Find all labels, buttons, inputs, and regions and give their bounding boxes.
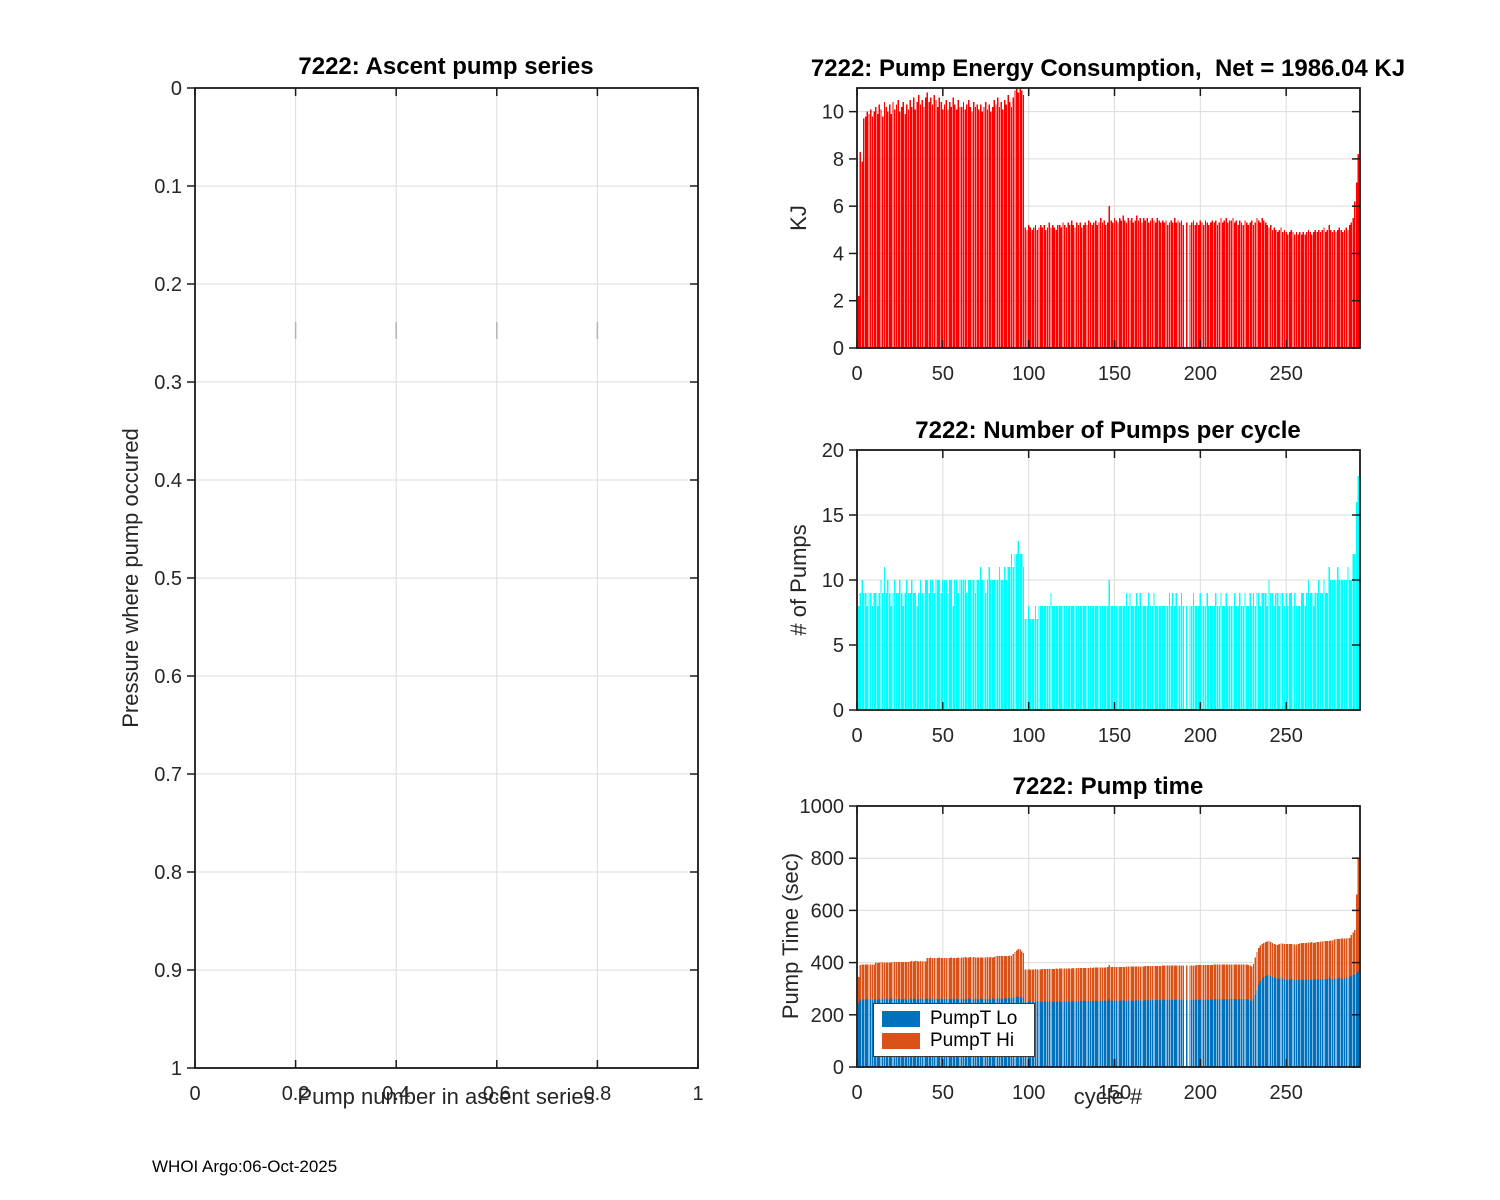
ascent-x-tick-label: 0.8 [583, 1083, 611, 1105]
pumps-x-tick-label: 0 [851, 725, 862, 747]
pumps-x-tick-label: 100 [1012, 725, 1045, 747]
chart-ascent: 00.10.20.30.40.50.60.70.80.910 0.2 0.4 0.6 0… [154, 78, 703, 1105]
pumpt-lo-label: PumpT Lo [930, 1007, 1018, 1029]
energy-y-tick-label: 6 [833, 196, 844, 218]
energy-y-tick-label: 0 [833, 338, 844, 360]
pumpt-lo-swatch [882, 1010, 920, 1027]
pumps-y-tick-label: 15 [822, 505, 844, 527]
pumptime-x-tick-label: 0 [851, 1082, 862, 1104]
pumptime-x-tick-label: 250 [1269, 1082, 1302, 1104]
energy-x-tick-label: 200 [1184, 363, 1217, 385]
pumptime-legend[interactable]: PumpT Lo PumpT Hi [873, 1003, 1035, 1057]
pumptime-x-tick-label: 100 [1012, 1082, 1045, 1104]
ascent-y-tick-label: 0.8 [154, 862, 182, 884]
pumptime-y-tick-label: 200 [811, 1005, 844, 1027]
energy-x-tick-label: 0 [851, 363, 862, 385]
ascent-y-tick-label: 0.1 [154, 176, 182, 198]
energy-y-tick-label: 8 [833, 149, 844, 171]
energy-x-tick-label: 100 [1012, 363, 1045, 385]
pumptime-y-tick-label: 1000 [800, 796, 845, 818]
ascent-y-tick-label: 0 [171, 78, 182, 100]
energy-x-tick-label: 250 [1269, 363, 1302, 385]
energy-chart-title: 7222: Pump Energy Consumption, Net = 198… [810, 55, 1406, 82]
pumps-x-tick-label: 250 [1269, 725, 1302, 747]
pumps-y-tick-label: 10 [822, 570, 844, 592]
ascent-y-tick-label: 1 [171, 1058, 182, 1080]
pumps-y-axis-label: # of Pumps [786, 524, 811, 636]
pumptime-x-tick-label: 50 [932, 1082, 954, 1104]
figure-footer: WHOI Argo:06-Oct-2025 [152, 1157, 338, 1176]
pumps-x-tick-label: 200 [1184, 725, 1217, 747]
ascent-x-tick-label: 0.4 [382, 1083, 410, 1105]
pumptime-y-tick-label: 0 [833, 1057, 844, 1079]
ascent-x-tick-label: 1 [692, 1083, 703, 1105]
pumps-chart-title: 7222: Number of Pumps per cycle [915, 417, 1301, 444]
pumptime-x-tick-label: 200 [1184, 1082, 1217, 1104]
ascent-y-tick-label: 0.9 [154, 960, 182, 982]
energy-y-tick-label: 2 [833, 291, 844, 313]
pumps-y-tick-label: 20 [822, 440, 844, 462]
ascent-y-axis-label: Pressure where pump occured [118, 428, 143, 728]
pumpt-hi-swatch [882, 1033, 920, 1050]
pumptime-x-axis-label: cycle # [1073, 1084, 1143, 1109]
ascent-chart-title: 7222: Ascent pump series [298, 53, 594, 80]
chart-pumptime: 0 200 400 600 800 1000 0 50 100 150 200 250 [800, 796, 1361, 1104]
ascent-x-tick-label: 0.2 [282, 1083, 310, 1105]
ascent-y-tick-label: 0.3 [154, 372, 182, 394]
energy-y-tick-label: 10 [822, 102, 844, 124]
pumps-y-tick-label: 5 [833, 635, 844, 657]
ascent-y-tick-label: 0.5 [154, 568, 182, 590]
legend-row-pumpt-hi: PumpT Hi [882, 1030, 1026, 1052]
pumpt-hi-label: PumpT Hi [930, 1030, 1015, 1052]
pumptime-y-axis-label: Pump Time (sec) [778, 852, 803, 1020]
ascent-x-tick-label: 0 [189, 1083, 200, 1105]
legend-row-pumpt-lo: PumpT Lo [882, 1008, 1026, 1030]
ascent-x-axis-label: Pump number in ascent series [297, 1084, 595, 1109]
pumptime-y-tick-label: 600 [811, 900, 844, 922]
pumps-x-tick-label: 150 [1098, 725, 1131, 747]
pumptime-chart-title: 7222: Pump time [1012, 773, 1204, 800]
energy-x-tick-label: 50 [932, 363, 954, 385]
pumps-x-tick-label: 50 [932, 725, 954, 747]
pumptime-x-tick-label: 150 [1098, 1082, 1131, 1104]
pumps-y-tick-label: 0 [833, 700, 844, 722]
pumptime-y-tick-label: 800 [811, 848, 844, 870]
ascent-y-tick-label: 0.6 [154, 666, 182, 688]
pumptime-y-tick-label: 400 [811, 953, 844, 975]
energy-y-axis-label: KJ [786, 205, 811, 231]
energy-x-tick-label: 150 [1098, 363, 1131, 385]
ascent-y-tick-label: 0.7 [154, 764, 182, 786]
ascent-y-tick-label: 0.2 [154, 274, 182, 296]
energy-y-tick-label: 4 [833, 243, 844, 265]
ascent-x-tick-label: 0.6 [483, 1083, 511, 1105]
ascent-y-tick-label: 0.4 [154, 470, 182, 492]
